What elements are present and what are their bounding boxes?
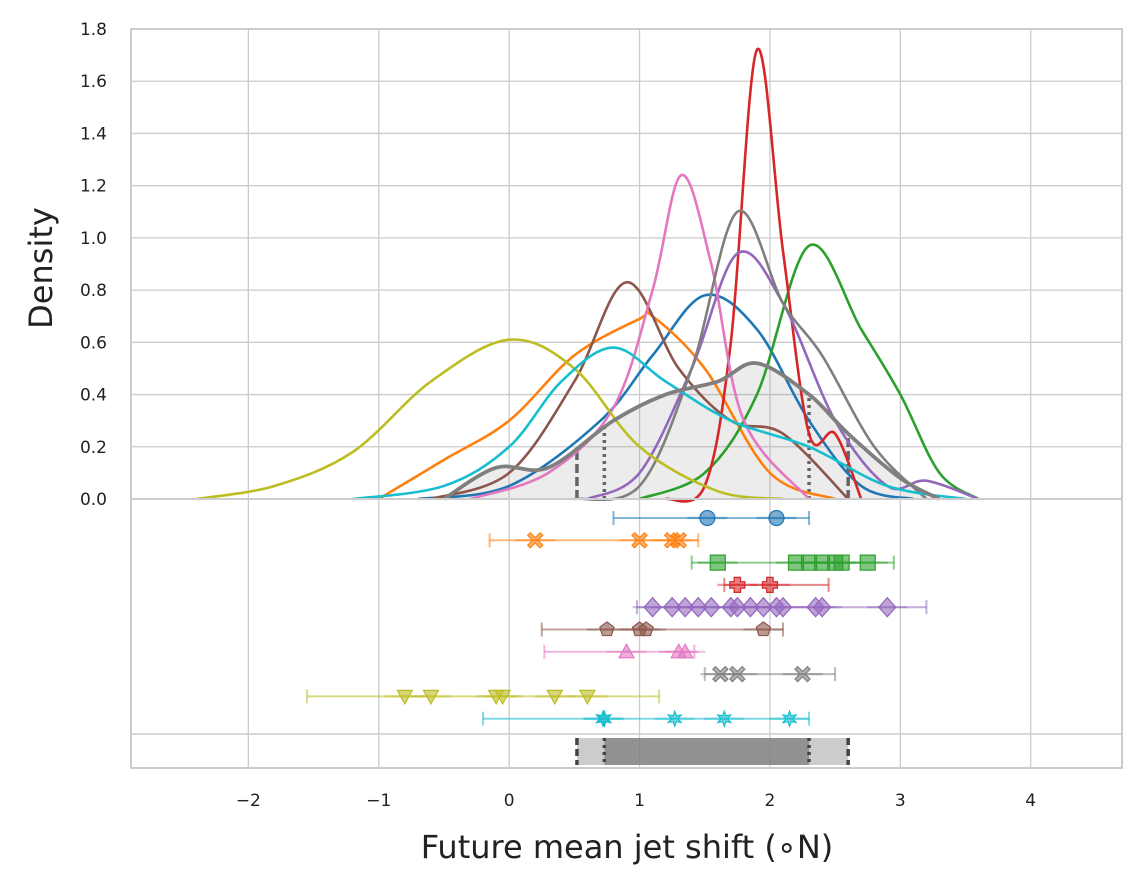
axes-frame xyxy=(130,28,1123,769)
member-marker xyxy=(675,596,695,618)
density-curve xyxy=(195,338,784,501)
x-tick-label: 4 xyxy=(1025,791,1036,811)
member-marker xyxy=(859,554,876,571)
y-tick-label: 1.2 xyxy=(80,177,107,197)
member-marker xyxy=(833,554,850,571)
member-marker xyxy=(773,596,793,618)
member-marker xyxy=(761,576,779,593)
member-marker xyxy=(578,689,596,706)
density-curve xyxy=(352,346,966,501)
x-tick-label: 1 xyxy=(634,791,645,811)
member-marker xyxy=(712,665,729,683)
density-curve xyxy=(639,243,980,501)
member-marker xyxy=(728,596,747,618)
member-marker xyxy=(729,576,746,593)
y-tick-label: 1.8 xyxy=(80,20,107,40)
member-marker xyxy=(755,621,772,637)
y-tick-label: 1.4 xyxy=(80,124,107,144)
member-marker xyxy=(699,509,716,527)
y-tick-label: 1.0 xyxy=(80,229,107,249)
member-marker xyxy=(877,596,897,618)
member-marker xyxy=(781,709,798,728)
y-tick-label: 1.6 xyxy=(80,72,107,92)
y-axis-label: Density xyxy=(22,207,60,329)
member-marker xyxy=(494,689,512,706)
member-marker xyxy=(526,531,544,549)
density-curve xyxy=(469,173,811,501)
member-marker xyxy=(631,531,648,549)
member-marker xyxy=(701,596,721,618)
member-marker xyxy=(728,665,746,683)
x-tick-label: −2 xyxy=(236,791,261,811)
member-marker xyxy=(396,689,414,706)
member-marker xyxy=(741,596,760,618)
member-marker xyxy=(422,689,440,706)
member-marker xyxy=(666,709,683,728)
member-marker xyxy=(662,596,682,618)
x-tick-label: −1 xyxy=(366,791,391,811)
member-marker xyxy=(688,596,708,618)
member-marker xyxy=(716,709,733,728)
density-curve xyxy=(665,47,863,503)
member-marker xyxy=(638,621,654,637)
member-marker xyxy=(596,709,613,728)
x-tick-label: 2 xyxy=(765,791,776,811)
member-marker xyxy=(812,596,832,618)
y-tick-label: 0.6 xyxy=(80,333,107,353)
member-marker xyxy=(643,596,662,618)
member-marker xyxy=(794,665,811,683)
density-curve xyxy=(378,310,836,501)
y-tick-label: 0.2 xyxy=(80,438,107,458)
member-marker xyxy=(676,643,694,659)
x-tick-label: 3 xyxy=(895,791,906,811)
member-marker xyxy=(617,643,636,659)
member-marker xyxy=(709,554,726,571)
summary-bar-inner xyxy=(604,738,810,765)
member-marker xyxy=(599,621,615,637)
member-marker xyxy=(546,689,564,706)
x-tick-label: 0 xyxy=(504,791,515,811)
y-tick-label: 0.8 xyxy=(80,281,107,301)
member-marker xyxy=(670,531,688,549)
member-marker xyxy=(754,596,773,618)
member-marker xyxy=(768,509,785,527)
multi-model-density-curve xyxy=(442,361,941,501)
density-curve xyxy=(574,209,928,502)
x-axis-label: Future mean jet shift (∘N) xyxy=(421,828,834,866)
y-tick-label: 0.4 xyxy=(80,386,107,406)
y-tick-label: 0.0 xyxy=(80,490,107,510)
